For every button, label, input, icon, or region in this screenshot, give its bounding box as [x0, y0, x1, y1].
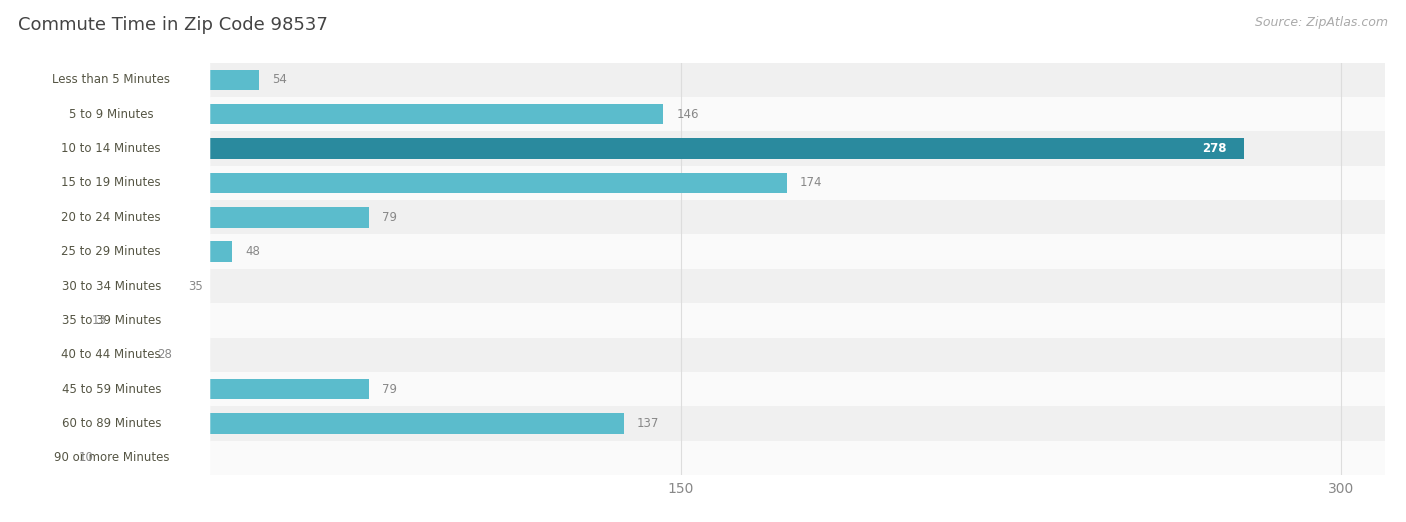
- Bar: [21, 447, 65, 468]
- FancyBboxPatch shape: [13, 226, 211, 347]
- Text: Less than 5 Minutes: Less than 5 Minutes: [52, 73, 170, 86]
- Text: 35: 35: [188, 279, 202, 292]
- Text: 40 to 44 Minutes: 40 to 44 Minutes: [62, 348, 162, 361]
- FancyBboxPatch shape: [13, 328, 211, 450]
- Bar: [21, 441, 1385, 475]
- Text: 10: 10: [79, 452, 93, 465]
- Text: 10 to 14 Minutes: 10 to 14 Minutes: [62, 142, 162, 155]
- FancyBboxPatch shape: [13, 191, 211, 312]
- Bar: [21, 303, 1385, 338]
- FancyBboxPatch shape: [13, 19, 211, 140]
- Text: 25 to 29 Minutes: 25 to 29 Minutes: [62, 245, 162, 258]
- Bar: [21, 310, 79, 331]
- Text: 174: 174: [800, 176, 823, 189]
- Bar: [21, 345, 145, 365]
- FancyBboxPatch shape: [13, 397, 211, 518]
- Bar: [21, 379, 368, 399]
- Text: Commute Time in Zip Code 98537: Commute Time in Zip Code 98537: [18, 16, 328, 33]
- Text: 28: 28: [157, 348, 173, 361]
- Text: 137: 137: [637, 417, 659, 430]
- Text: 146: 146: [676, 108, 699, 121]
- Bar: [21, 138, 1244, 159]
- Bar: [21, 69, 259, 90]
- Bar: [21, 63, 1385, 97]
- Bar: [21, 173, 786, 193]
- Bar: [21, 413, 624, 434]
- Bar: [21, 338, 1385, 372]
- Bar: [21, 241, 232, 262]
- Bar: [21, 132, 1385, 166]
- Text: 30 to 34 Minutes: 30 to 34 Minutes: [62, 279, 160, 292]
- FancyBboxPatch shape: [13, 260, 211, 381]
- Text: 15 to 19 Minutes: 15 to 19 Minutes: [62, 176, 162, 189]
- FancyBboxPatch shape: [13, 363, 211, 484]
- Bar: [21, 276, 176, 296]
- Text: Source: ZipAtlas.com: Source: ZipAtlas.com: [1254, 16, 1388, 29]
- FancyBboxPatch shape: [13, 54, 211, 175]
- Bar: [21, 104, 664, 125]
- Text: 90 or more Minutes: 90 or more Minutes: [53, 452, 169, 465]
- Text: 60 to 89 Minutes: 60 to 89 Minutes: [62, 417, 162, 430]
- Text: 79: 79: [382, 383, 396, 396]
- Bar: [21, 97, 1385, 132]
- Text: 35 to 39 Minutes: 35 to 39 Minutes: [62, 314, 160, 327]
- Bar: [21, 200, 1385, 234]
- FancyBboxPatch shape: [13, 294, 211, 416]
- Bar: [21, 269, 1385, 303]
- Text: 20 to 24 Minutes: 20 to 24 Minutes: [62, 211, 162, 224]
- FancyBboxPatch shape: [13, 157, 211, 278]
- Bar: [21, 166, 1385, 200]
- Text: 48: 48: [246, 245, 260, 258]
- Text: 54: 54: [271, 73, 287, 86]
- Bar: [21, 207, 368, 228]
- Bar: [21, 372, 1385, 406]
- FancyBboxPatch shape: [13, 88, 211, 209]
- Bar: [21, 406, 1385, 441]
- Text: 278: 278: [1202, 142, 1226, 155]
- Text: 13: 13: [91, 314, 107, 327]
- Bar: [21, 234, 1385, 269]
- Text: 45 to 59 Minutes: 45 to 59 Minutes: [62, 383, 162, 396]
- Text: 79: 79: [382, 211, 396, 224]
- FancyBboxPatch shape: [13, 122, 211, 244]
- Text: 5 to 9 Minutes: 5 to 9 Minutes: [69, 108, 153, 121]
